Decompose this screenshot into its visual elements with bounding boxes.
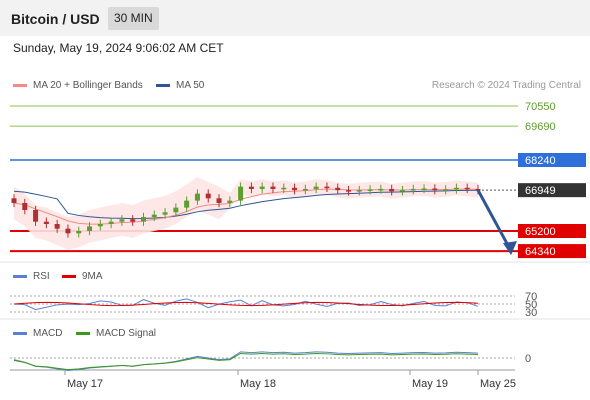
candle-body xyxy=(65,228,71,234)
report-datetime: Sunday, May 19, 2024 9:06:02 AM CET xyxy=(13,41,224,55)
legend-label: RSI xyxy=(33,271,50,282)
legend-swatch xyxy=(13,275,27,278)
macd-signal-line xyxy=(13,352,479,371)
macd-level-label: 0 xyxy=(525,353,531,365)
candle-body xyxy=(151,214,157,217)
candle-body xyxy=(335,187,341,191)
candle-body xyxy=(324,186,330,189)
support-level-tag xyxy=(518,244,586,259)
legend-label: MA 20 + Bollinger Bands xyxy=(33,80,143,91)
candle-body xyxy=(205,193,211,199)
legend-swatch xyxy=(62,275,76,278)
level-label: 65200 xyxy=(525,226,556,238)
candle-body xyxy=(346,190,352,192)
research-credit: Research © 2024 Trading Central xyxy=(431,80,581,91)
candle-body xyxy=(248,186,254,189)
candle-body xyxy=(184,200,190,208)
legend-ma50: MA 50 xyxy=(156,80,204,91)
legend-ma20: MA 20 + Bollinger Bands xyxy=(13,80,143,91)
candle-body xyxy=(281,187,287,190)
candle-body xyxy=(292,187,298,191)
candle-body xyxy=(162,212,168,215)
candle-body xyxy=(227,200,233,203)
legend-macd: MACD xyxy=(13,328,62,339)
candle-body xyxy=(453,187,459,190)
x-tick-label: May 17 xyxy=(67,378,103,390)
candle-body xyxy=(108,221,114,224)
legend-swatch xyxy=(76,332,90,335)
candle-body xyxy=(194,193,200,201)
candle-body xyxy=(432,188,438,191)
candle-body xyxy=(22,202,28,210)
candle-body xyxy=(119,219,125,222)
candle-body xyxy=(410,188,416,191)
ma50-line xyxy=(13,189,479,220)
legend-swatch xyxy=(13,332,27,335)
candle-body xyxy=(367,189,373,191)
rsi-level-label: 50 xyxy=(525,299,537,311)
level-label: 64340 xyxy=(525,246,556,258)
candle-body xyxy=(97,223,103,227)
rsi-level-label: 30 xyxy=(525,307,537,319)
candle-body xyxy=(313,186,319,189)
legend-swatch xyxy=(13,84,27,87)
candle-body xyxy=(11,198,17,203)
header-bar: Bitcoin / USD 30 MIN xyxy=(0,0,590,36)
pivot-level-tag xyxy=(518,153,586,167)
rsi-level-label: 70 xyxy=(525,291,537,303)
candle-body xyxy=(270,186,276,189)
candle-body xyxy=(259,186,265,189)
x-tick-label: May 25 xyxy=(480,378,516,390)
candle-body xyxy=(54,223,60,229)
candle-body xyxy=(216,198,222,203)
support-level-tag xyxy=(518,224,586,238)
rsi-9ma-line xyxy=(13,301,479,307)
legend-swatch xyxy=(156,84,170,87)
bollinger-band xyxy=(14,177,478,250)
candle-body xyxy=(356,190,362,192)
level-label: 66949 xyxy=(525,185,556,197)
candle-body xyxy=(389,188,395,192)
x-tick-label: May 19 xyxy=(412,378,448,390)
legend-label: MACD xyxy=(33,328,63,339)
candle-body xyxy=(399,190,405,192)
legend-label: 9MA xyxy=(82,271,103,282)
forecast-arrow xyxy=(476,189,512,250)
timeframe-badge[interactable]: 30 MIN xyxy=(108,7,159,30)
candle-body xyxy=(87,226,93,231)
candle-body xyxy=(130,219,136,222)
candle-body xyxy=(76,231,82,234)
candle-body xyxy=(33,209,39,222)
legend-9ma: 9MA xyxy=(62,271,103,282)
forecast-arrowhead xyxy=(503,241,517,256)
legend-label: MACD Signal xyxy=(96,328,157,339)
candle-body xyxy=(43,221,49,224)
candle-body xyxy=(378,188,384,191)
level-label: 68240 xyxy=(525,155,556,167)
candle-body xyxy=(173,207,179,213)
current-price-tag xyxy=(518,183,586,198)
candle-body xyxy=(464,187,470,190)
instrument-title: Bitcoin / USD xyxy=(11,11,100,27)
candle-body xyxy=(302,188,308,191)
candle-body xyxy=(421,188,427,190)
candle-body xyxy=(443,189,449,191)
candle-body xyxy=(140,216,146,222)
level-label: 69690 xyxy=(525,121,556,133)
level-label: 70550 xyxy=(525,101,556,113)
x-tick-label: May 18 xyxy=(240,378,276,390)
legend-rsi: RSI xyxy=(13,271,50,282)
legend-label: MA 50 xyxy=(176,80,205,91)
candle-body xyxy=(238,186,244,201)
legend-macd-signal: MACD Signal xyxy=(76,328,156,339)
candle-body xyxy=(475,188,481,191)
ma20-line xyxy=(13,188,479,225)
